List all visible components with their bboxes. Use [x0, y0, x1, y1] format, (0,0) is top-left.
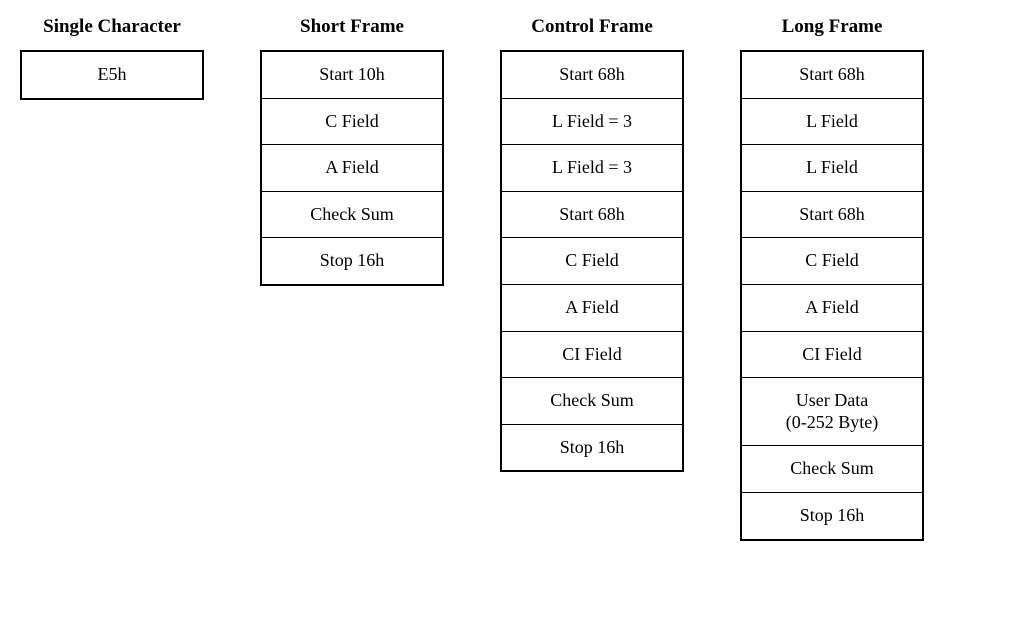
- frame-cell: A Field: [742, 284, 922, 331]
- frame-cell-line: Check Sum: [742, 458, 922, 480]
- frame-cell: Stop 16h: [262, 237, 442, 284]
- frame-cell: E5h: [22, 52, 202, 98]
- frame-cell: A Field: [502, 284, 682, 331]
- frame-cell-line: Start 68h: [742, 204, 922, 226]
- frame-cell: A Field: [262, 144, 442, 191]
- frame-cell: Start 68h: [742, 191, 922, 238]
- frame-box: Start 68h L Field L Field Start 68h C Field A…: [740, 50, 924, 541]
- frame-cell-line: Start 68h: [502, 204, 682, 226]
- frame-cell-line: Check Sum: [502, 390, 682, 412]
- frame-box: Start 10h C Field A Field Check Sum Stop 16h: [260, 50, 444, 286]
- frame-column: Short Frame Start 10h C Field A Field Check …: [260, 16, 444, 286]
- frame-cell-line: A Field: [742, 297, 922, 319]
- frame-cell: L Field: [742, 144, 922, 191]
- frame-cell-line: Stop 16h: [262, 250, 442, 272]
- frame-title: Single Character: [43, 16, 181, 38]
- frame-box: Start 68h L Field = 3 L Field = 3 Start 68h…: [500, 50, 684, 472]
- frame-cell-line: Start 68h: [742, 64, 922, 86]
- frame-cell-line: C Field: [742, 250, 922, 272]
- frame-cell: Stop 16h: [742, 492, 922, 539]
- frame-title: Control Frame: [531, 16, 653, 38]
- frame-cell: Start 68h: [502, 191, 682, 238]
- frame-cell: Check Sum: [502, 377, 682, 424]
- frame-cell: C Field: [262, 98, 442, 145]
- frame-cell-line: L Field = 3: [502, 111, 682, 133]
- frame-cell: User Data(0-252 Byte): [742, 377, 922, 445]
- frames-container: Single Character E5h Short Frame Start 10h C…: [20, 16, 1000, 541]
- frame-column: Control Frame Start 68h L Field = 3 L Field…: [500, 16, 684, 472]
- frame-cell: L Field: [742, 98, 922, 145]
- frame-box: E5h: [20, 50, 204, 100]
- frame-cell-line: A Field: [262, 157, 442, 179]
- frame-cell-line: Start 68h: [502, 64, 682, 86]
- frame-cell-line: L Field: [742, 157, 922, 179]
- frame-cell-line: C Field: [502, 250, 682, 272]
- frame-cell: Start 10h: [262, 52, 442, 98]
- frame-cell: Stop 16h: [502, 424, 682, 471]
- frame-cell: C Field: [502, 237, 682, 284]
- frame-cell-line: Start 10h: [262, 64, 442, 86]
- frame-cell-line: CI Field: [742, 344, 922, 366]
- frame-cell-line: A Field: [502, 297, 682, 319]
- frame-cell: Check Sum: [262, 191, 442, 238]
- frame-cell: C Field: [742, 237, 922, 284]
- frame-cell-line: Stop 16h: [502, 437, 682, 459]
- frame-cell-line: L Field = 3: [502, 157, 682, 179]
- frame-cell: Check Sum: [742, 445, 922, 492]
- frame-cell: Start 68h: [502, 52, 682, 98]
- frame-cell-line: CI Field: [502, 344, 682, 366]
- frame-column: Single Character E5h: [20, 16, 204, 100]
- frame-cell: L Field = 3: [502, 98, 682, 145]
- frame-cell-line: Stop 16h: [742, 505, 922, 527]
- frame-cell-line: E5h: [22, 64, 202, 86]
- frame-cell-line: Check Sum: [262, 204, 442, 226]
- frame-cell: Start 68h: [742, 52, 922, 98]
- frame-column: Long FrameStart 68hL FieldL FieldStart 6…: [740, 16, 924, 541]
- frame-title: Short Frame: [300, 16, 404, 38]
- frame-cell: CI Field: [742, 331, 922, 378]
- frame-cell: CI Field: [502, 331, 682, 378]
- frame-cell: L Field = 3: [502, 144, 682, 191]
- frame-cell-line: User Data: [742, 390, 922, 412]
- frame-cell-line: L Field: [742, 111, 922, 133]
- frame-cell-line: (0-252 Byte): [742, 412, 922, 434]
- frame-title: Long Frame: [782, 16, 883, 38]
- frame-cell-line: C Field: [262, 111, 442, 133]
